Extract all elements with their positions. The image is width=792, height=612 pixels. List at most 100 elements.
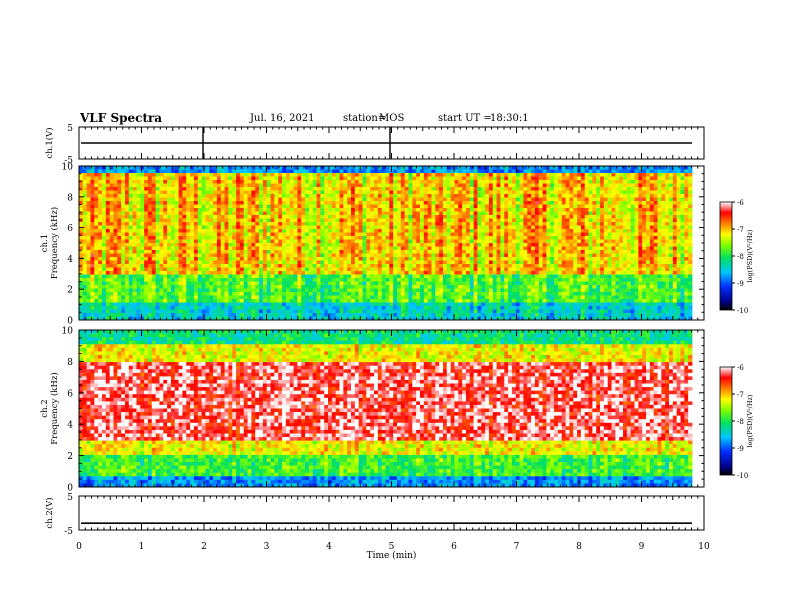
spectrogram-cell <box>213 278 218 282</box>
spectrogram-cell <box>496 267 501 272</box>
spectrogram-cell <box>439 313 444 317</box>
spectrogram-cell <box>282 236 287 240</box>
spectrogram-cell <box>278 236 283 240</box>
spectrogram-cell <box>362 295 367 300</box>
spectrogram-cell <box>316 274 321 279</box>
spectrogram-cell <box>90 190 95 195</box>
spectrogram-cell <box>178 166 183 170</box>
spectrogram-cell <box>377 222 383 226</box>
spectrogram-cell <box>485 183 490 188</box>
spectrogram-cell <box>485 285 490 289</box>
spectrogram-cell <box>159 190 164 195</box>
spectrogram-cell <box>186 176 191 181</box>
spectrogram-cell <box>431 236 436 240</box>
spectrogram-cell <box>481 187 486 191</box>
spectrogram-cell <box>182 211 187 216</box>
spectrogram-cell <box>504 166 509 170</box>
spectrogram-cell <box>101 225 107 230</box>
spectrogram-cell <box>396 295 402 300</box>
spectrogram-cell <box>335 267 340 272</box>
spectrogram-cell <box>182 215 187 219</box>
spectrogram-cell <box>174 173 180 177</box>
spectrogram-cell <box>79 211 84 216</box>
spectrogram-cell <box>316 250 321 254</box>
spectrogram-cell <box>163 204 168 209</box>
spectrogram-cell <box>155 313 160 317</box>
spectrogram-cell <box>374 250 379 254</box>
spectrogram-cell <box>140 201 145 205</box>
spectrogram-cell <box>159 225 164 230</box>
spectrogram-cell <box>132 197 137 202</box>
spectrogram-cell <box>454 260 459 265</box>
spectrogram-cell <box>182 278 187 282</box>
spectrogram-cell <box>458 309 463 314</box>
spectrogram-cell <box>228 176 233 181</box>
spectrogram-cell <box>500 222 505 226</box>
spectrogram-cell <box>109 313 114 317</box>
spectrogram-cell <box>113 173 118 177</box>
spectrogram-cell <box>358 253 363 258</box>
spectrogram-cell <box>82 295 88 300</box>
spectrogram-cell <box>247 281 252 286</box>
spectrogram-cell <box>412 215 417 219</box>
spectrogram-cell <box>404 306 409 310</box>
spectrogram-cell <box>408 215 413 219</box>
spectrogram-cell <box>454 225 459 230</box>
spectrogram-cell <box>266 309 271 314</box>
spectrogram-cell <box>186 274 191 279</box>
spectrogram-cell <box>343 250 348 254</box>
spectrogram-cell <box>220 183 225 188</box>
spectrogram-cell <box>174 180 180 184</box>
spectrogram-cell <box>320 278 325 282</box>
spectrogram-cell <box>465 222 471 226</box>
spectrogram-cell <box>251 260 256 265</box>
spectrogram-cell <box>469 295 475 300</box>
spectrogram-cell <box>90 309 95 314</box>
spectrogram-cell <box>147 229 153 233</box>
spectrogram-cell <box>442 201 448 205</box>
spectrogram-cell <box>305 183 310 188</box>
spectrogram-cell <box>94 218 99 223</box>
spectrogram-cell <box>396 246 402 251</box>
spectrogram-cell <box>404 229 409 233</box>
spectrogram-cell <box>320 218 325 223</box>
spectrogram-cell <box>278 183 283 188</box>
spectrogram-cell <box>113 267 118 272</box>
spectrogram-cell <box>186 222 191 226</box>
spectrogram-cell <box>293 267 298 272</box>
spectrogram-cell <box>124 302 130 307</box>
spectrogram-cell <box>511 187 517 191</box>
spectrogram-cell <box>86 299 91 303</box>
spectrogram-cell <box>408 243 413 247</box>
spectrogram-cell <box>331 313 337 317</box>
spectrogram-cell <box>136 288 141 293</box>
spectrogram-cell <box>396 316 402 321</box>
spectrogram-cell <box>113 211 118 216</box>
spectrogram-cell <box>412 180 417 184</box>
spectrogram-cell <box>354 208 360 212</box>
spectrogram-cell <box>82 176 88 181</box>
spectrogram-cell <box>308 267 314 272</box>
spectrogram-cell <box>285 281 291 286</box>
spectrogram-cell <box>167 246 172 251</box>
spectrogram-cell <box>243 183 248 188</box>
spectrogram-cell <box>209 264 214 268</box>
spectrogram-cell <box>167 260 172 265</box>
spectrogram-cell <box>351 225 356 230</box>
spectrogram-cell <box>178 250 183 254</box>
spectrogram-cell <box>347 236 352 240</box>
spectrogram-cell <box>163 176 168 181</box>
spectrogram-cell <box>301 204 306 209</box>
spectrogram-cell <box>216 250 222 254</box>
spectrogram-cell <box>446 278 452 282</box>
spectrogram-cell <box>404 281 409 286</box>
spectrogram-cell <box>488 257 494 261</box>
spectrogram-cell <box>351 229 356 233</box>
spectrogram-cell <box>485 260 490 265</box>
spectrogram-cell <box>354 316 360 321</box>
spectrogram-cell <box>347 271 352 275</box>
spectrogram-cell <box>339 180 344 184</box>
spectrogram-cell <box>339 281 344 286</box>
spectrogram-cell <box>121 313 126 317</box>
spectrogram-cell <box>236 180 241 184</box>
